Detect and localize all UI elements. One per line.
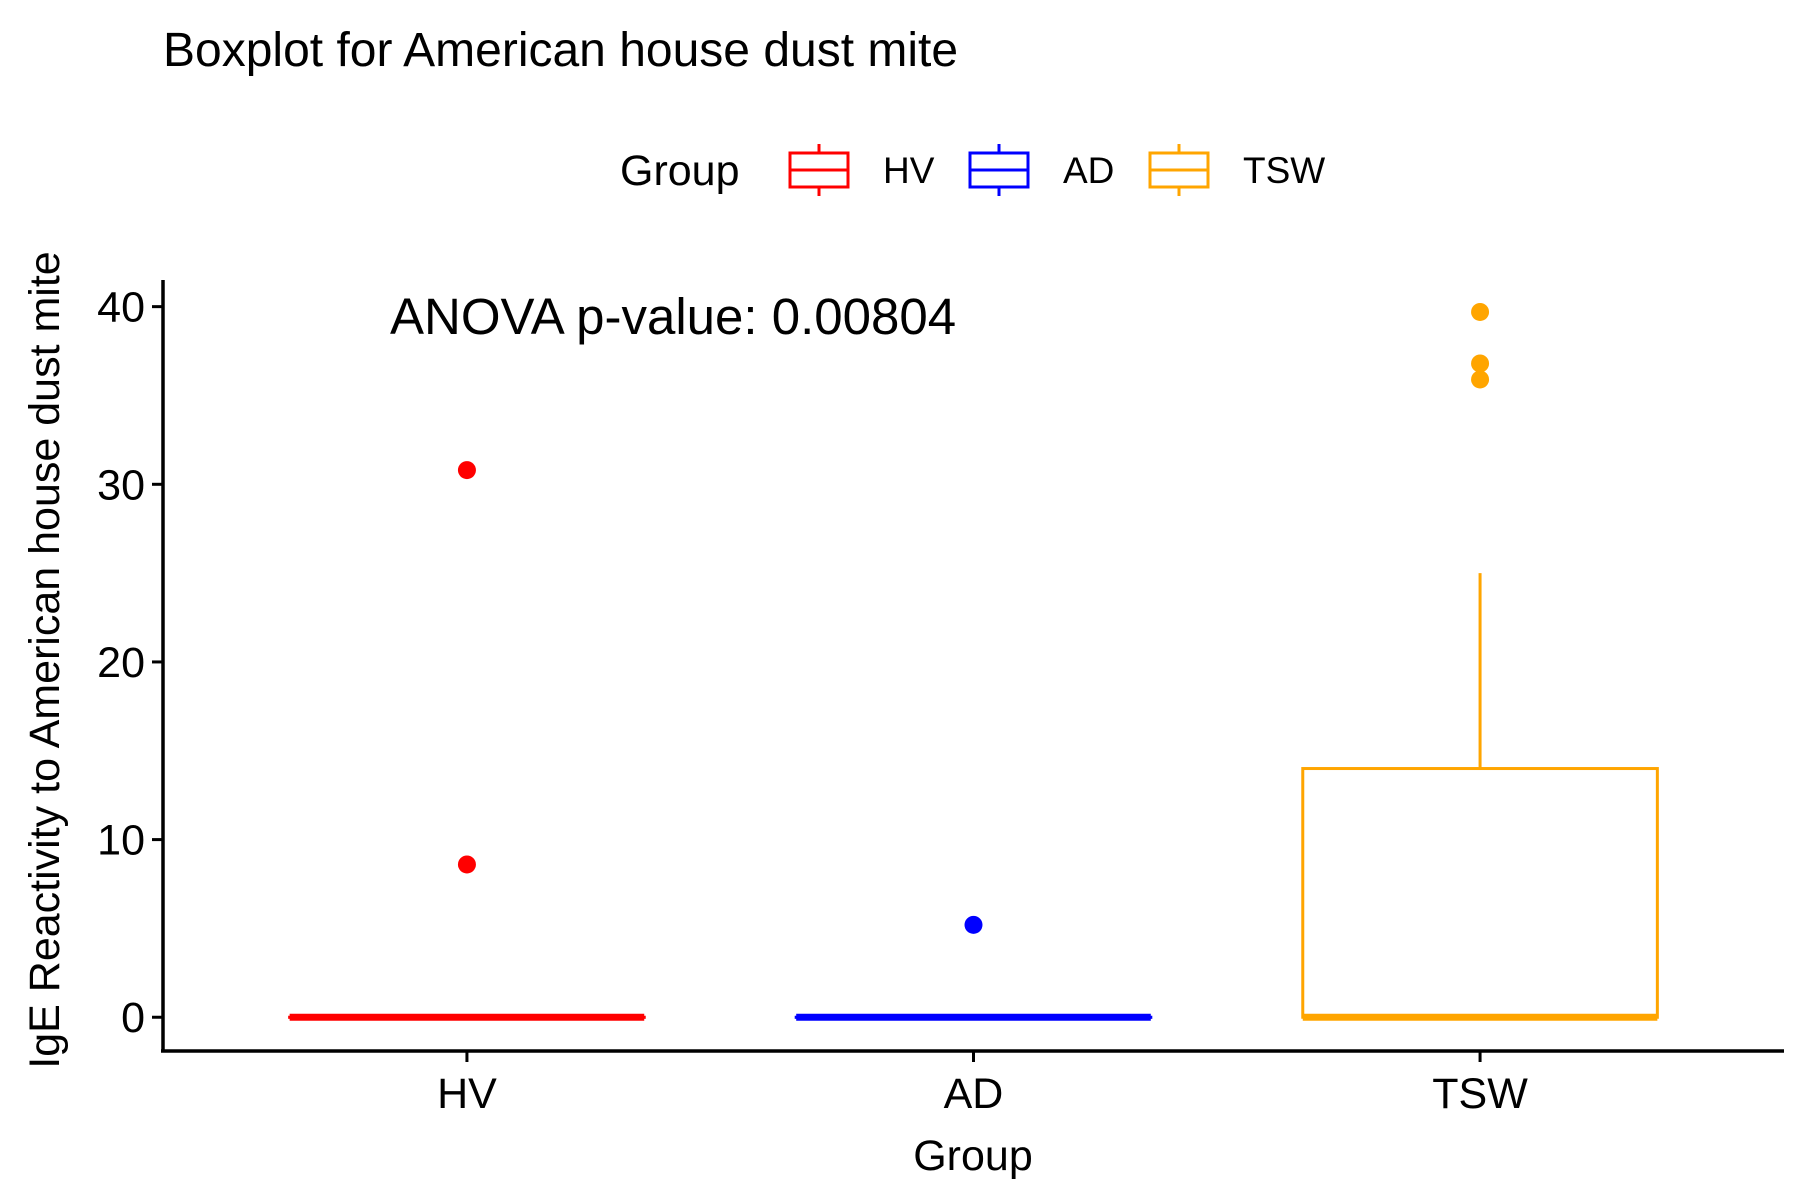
y-tick-label: 10 <box>97 817 145 865</box>
x-tick-label: AD <box>944 1070 1004 1118</box>
plot-marks <box>288 302 1659 1021</box>
outlier-point <box>1471 354 1490 373</box>
chart-title: Boxplot for American house dust mite <box>163 24 958 77</box>
x-ticks: HV AD TSW <box>437 1051 1528 1118</box>
anova-annotation: ANOVA p-value: 0.00804 <box>390 288 956 345</box>
y-ticks: 0 10 20 30 40 <box>97 284 163 1042</box>
box-group-tsw <box>1301 302 1659 1021</box>
legend-entry-label: TSW <box>1243 150 1325 191</box>
x-tick-label: HV <box>437 1070 497 1118</box>
legend-entry-label: HV <box>883 150 935 191</box>
legend: Group HV AD TSW <box>620 144 1325 196</box>
x-tick-label: TSW <box>1432 1070 1528 1118</box>
y-tick-label: 20 <box>97 639 145 687</box>
x-axis-label: Group <box>913 1132 1033 1180</box>
legend-entry-ad: AD <box>968 144 1114 196</box>
outlier-point <box>457 855 476 874</box>
outlier-point <box>1471 302 1490 321</box>
outlier-point <box>1471 370 1490 389</box>
legend-title: Group <box>620 147 740 195</box>
box-group-hv <box>288 461 646 1021</box>
y-tick-label: 40 <box>97 284 145 332</box>
legend-entry-hv: HV <box>788 144 935 196</box>
box-group-ad <box>794 915 1153 1021</box>
outlier-point <box>964 915 983 934</box>
legend-entry-tsw: TSW <box>1148 144 1325 196</box>
box-rect <box>1301 767 1659 1019</box>
legend-entry-label: AD <box>1063 150 1114 191</box>
y-tick-label: 0 <box>121 994 145 1042</box>
outlier-point <box>457 461 476 480</box>
y-axis-label: IgE Reactivity to American house dust mi… <box>21 251 69 1068</box>
y-tick-label: 30 <box>97 461 145 509</box>
